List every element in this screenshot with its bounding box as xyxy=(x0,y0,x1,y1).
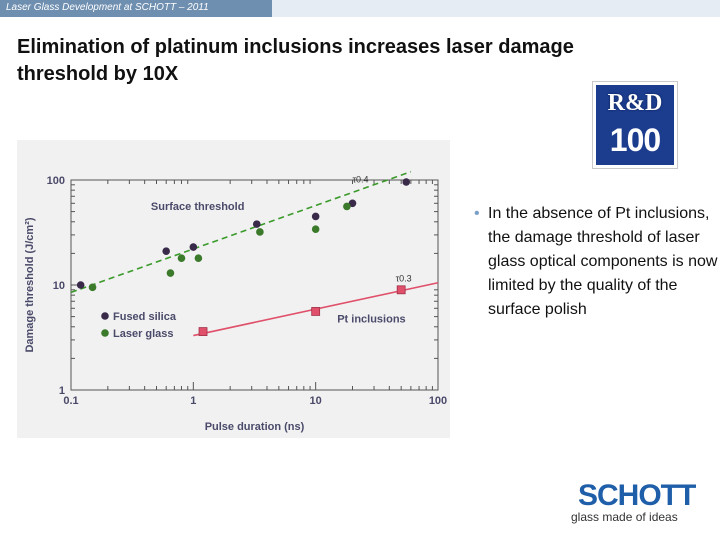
data-point-fused-silica xyxy=(348,199,357,208)
y-tick-label: 10 xyxy=(53,280,65,292)
bullet-point: • In the absence of Pt inclusions, the d… xyxy=(472,202,720,322)
bullet-text: In the absence of Pt inclusions, the dam… xyxy=(488,205,718,318)
y-tick-label: 100 xyxy=(47,175,65,187)
annotation-pt-inclusions: Pt inclusions xyxy=(337,313,405,325)
legend-marker xyxy=(101,312,109,320)
data-point-fused-silica xyxy=(189,243,198,251)
x-tick-label: 100 xyxy=(429,395,447,407)
rd100-award-logo: R&D 100 xyxy=(592,81,678,169)
rd100-logo-bottom-text: 100 xyxy=(609,122,661,158)
legend-label: Laser glass xyxy=(113,328,174,340)
x-tick-label: 10 xyxy=(310,395,322,407)
data-point-laser-glass xyxy=(166,269,175,277)
data-point-pt-inclusions xyxy=(311,307,321,316)
data-point-pt-inclusions xyxy=(396,285,406,295)
plot-frame xyxy=(70,179,439,391)
schott-logo: SCHOTT glass made of ideas xyxy=(570,479,696,526)
schott-wordmark: SCHOTT xyxy=(578,479,696,512)
x-tick-label: 1 xyxy=(190,395,196,407)
data-point-laser-glass xyxy=(311,225,320,233)
data-point-fused-silica xyxy=(162,247,170,255)
schott-tagline: glass made of ideas xyxy=(571,510,678,524)
annotation-surface-threshold: Surface threshold xyxy=(151,201,245,213)
y-axis-label: Damage threshold (J/cm²) xyxy=(24,217,36,352)
slide-title: Elimination of platinum inclusions incre… xyxy=(17,36,574,85)
y-tick-label: 1 xyxy=(59,385,65,397)
fit-exponent-label: τ0.3 xyxy=(396,273,412,283)
data-point-fused-silica xyxy=(252,220,261,228)
data-point-laser-glass xyxy=(343,202,351,211)
data-point-laser-glass xyxy=(88,283,97,292)
rd100-logo-background: R&D 100 xyxy=(596,85,674,165)
rd100-logo-top-text: R&D xyxy=(607,90,663,116)
data-point-laser-glass xyxy=(256,228,264,236)
header-strip xyxy=(272,0,720,17)
data-point-pt-inclusions xyxy=(198,327,208,336)
legend-marker xyxy=(101,329,109,337)
header-bar: Laser Glass Development at SCHOTT – 2011 xyxy=(0,0,272,17)
data-point-laser-glass xyxy=(177,254,186,262)
data-point-fused-silica xyxy=(76,281,85,289)
damage-threshold-chart: 0.1 1 10 100 1 10 100 Pulse duration (ns) Damage… xyxy=(17,140,450,438)
legend-label: Fused silica xyxy=(113,311,177,323)
fit-exponent-label: τ0.4 xyxy=(352,174,368,184)
fit-line-0 xyxy=(70,170,412,294)
bullet-marker-icon: • xyxy=(474,205,480,222)
data-point-laser-glass xyxy=(194,254,203,262)
x-tick-label: 0.1 xyxy=(63,395,78,407)
x-axis-label: Pulse duration (ns) xyxy=(205,421,305,433)
data-point-fused-silica xyxy=(402,178,411,186)
header-text: Laser Glass Development at SCHOTT – 2011 xyxy=(6,2,209,13)
data-point-fused-silica xyxy=(311,212,320,221)
